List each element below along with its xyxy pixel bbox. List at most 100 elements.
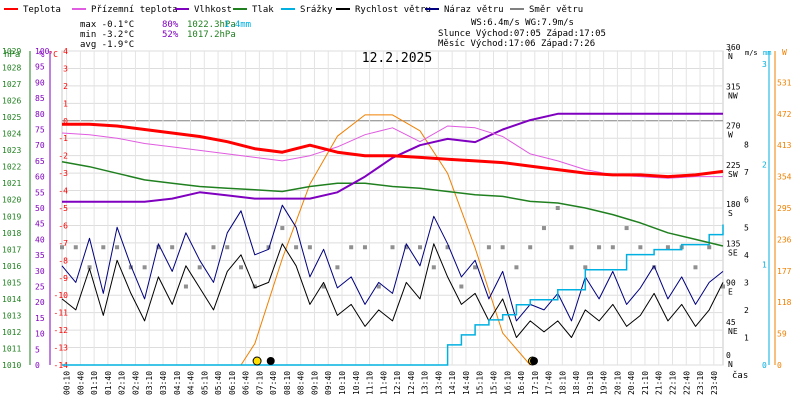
wind-speed-line [61,243,724,338]
x-tick-label: 23:40 [710,371,719,395]
wind-tick-label: 7 [744,168,749,177]
solar-tick-label: 354 [777,173,792,182]
x-tick-label: 17:10 [531,371,540,395]
wind-dir-point [610,245,615,250]
pct-tick-label: 60 [35,173,45,182]
x-tick-label: 11:10 [366,371,375,395]
x-tick-label: 14:10 [448,371,457,395]
x-axis-label: čas [732,370,748,381]
x-tick-label: 18:40 [572,371,581,395]
wind-dir-point [569,245,574,250]
hpa-tick-label: 1026 [2,97,21,106]
x-tick-label: 13:40 [434,371,443,395]
stats-sun: Slunce Východ:07:05 Západ:17:05 [438,29,606,39]
wind-dir-point [707,245,712,250]
wind-dir-point [486,245,491,250]
dir-tick-label: 360 [726,43,741,52]
pressure-line [61,160,724,247]
x-tick-label: 05:10 [200,371,209,395]
x-tick-label: 09:10 [310,371,319,395]
x-tick-label: 19:10 [586,371,595,395]
sunrise-marker [252,356,262,366]
pct-tick-label: 30 [35,267,45,276]
hpa-tick-label: 1011 [2,344,21,353]
dir-tick-label: SE [728,248,738,257]
temp-tick-label: 0 [63,117,68,126]
x-tick-label: 08:40 [297,371,306,395]
wind-dir-point [362,245,367,250]
pct-tick-label: 80 [35,110,45,119]
stats-wind: WS:6.4m/s WG:7.9m/s [471,18,574,28]
hpa-tick-label: 1014 [2,295,21,304]
hpa-tick-label: 1020 [2,196,21,205]
x-tick-label: 17:40 [545,371,554,395]
x-tick-label: 11:40 [379,371,388,395]
x-tick-label: 04:40 [187,371,196,395]
temp-tick-label: -2 [58,152,68,161]
x-tick-label: 00:10 [63,371,72,395]
wind-dir-point [445,245,450,250]
stats-max-pressure: 1022.3hPa [187,20,236,30]
wind-tick-label: 1 [744,333,749,342]
hpa-tick-label: 1029 [2,47,21,56]
pct-tick-label: 10 [35,330,45,339]
wind-tick-label: 6 [744,196,749,205]
temp-tick-label: -10 [54,291,69,300]
wind-dir-point [376,284,381,289]
dir-tick-label: 45 [726,318,736,327]
pct-tick-label: 25 [35,283,45,292]
hpa-tick-label: 1010 [2,361,21,370]
hpa-tick-label: 1017 [2,245,21,254]
dir-tick-label: 315 [726,82,741,91]
hpa-tick-label: 1019 [2,212,21,221]
dir-tick-label: 270 [726,122,741,131]
x-tick-label: 03:40 [159,371,168,395]
humidity-line [62,112,723,203]
dir-axis-unit: ° [727,48,732,57]
rain-tick-label: 3 [762,60,767,69]
pct-tick-label: 90 [35,78,45,87]
pct-tick-label: 95 [35,63,45,72]
temp-tick-label: 2 [63,82,68,91]
wind-dir-point [459,284,464,289]
solar-tick-label: 118 [777,298,792,307]
wind-dir-point [197,265,202,270]
rain-axis-unit: mm [763,49,771,57]
wind-dir-point [115,245,120,250]
x-tick-label: 20:40 [627,371,636,395]
solar-tick-label: 177 [777,267,792,276]
x-tick-label: 04:10 [173,371,182,395]
wind-dir-point [597,245,602,250]
pct-tick-label: 100 [35,47,50,56]
hpa-tick-label: 1028 [2,64,21,73]
temp-tick-label: 3 [63,64,68,73]
dir-tick-label: 0 [726,351,731,360]
legend-label: Vlhkost [194,5,232,15]
x-tick-label: 05:40 [214,371,223,395]
hpa-tick-label: 1025 [2,113,21,122]
x-tick-label: 12:40 [407,371,416,395]
pct-tick-label: 75 [35,126,45,135]
x-tick-label: 22:10 [669,371,678,395]
temp-tick-label: -13 [54,344,69,353]
dir-tick-label: N [728,360,733,369]
stats-max-rain: 1.4mm [224,20,251,30]
wind-dir-point [473,265,478,270]
x-tick-label: 01:10 [90,371,99,395]
wind-tick-label: 4 [744,251,749,260]
solar-tick-label: 59 [777,330,787,339]
x-tick-label: 03:10 [145,371,154,395]
pct-axis-unit: % [39,50,45,60]
temp-tick-label: -6 [58,221,68,230]
wind-dir-point [60,245,64,250]
wind-dir-point [294,245,299,250]
stats-max-humidity: 80% [162,20,179,30]
x-tick-label: 06:10 [228,371,237,395]
temp-tick-label: -5 [58,204,68,213]
wind-dir-point [211,245,216,250]
temp-tick-label: 4 [63,47,68,56]
wind-dir-point [693,265,698,270]
dir-tick-label: 135 [726,239,741,248]
hpa-tick-label: 1018 [2,229,21,238]
